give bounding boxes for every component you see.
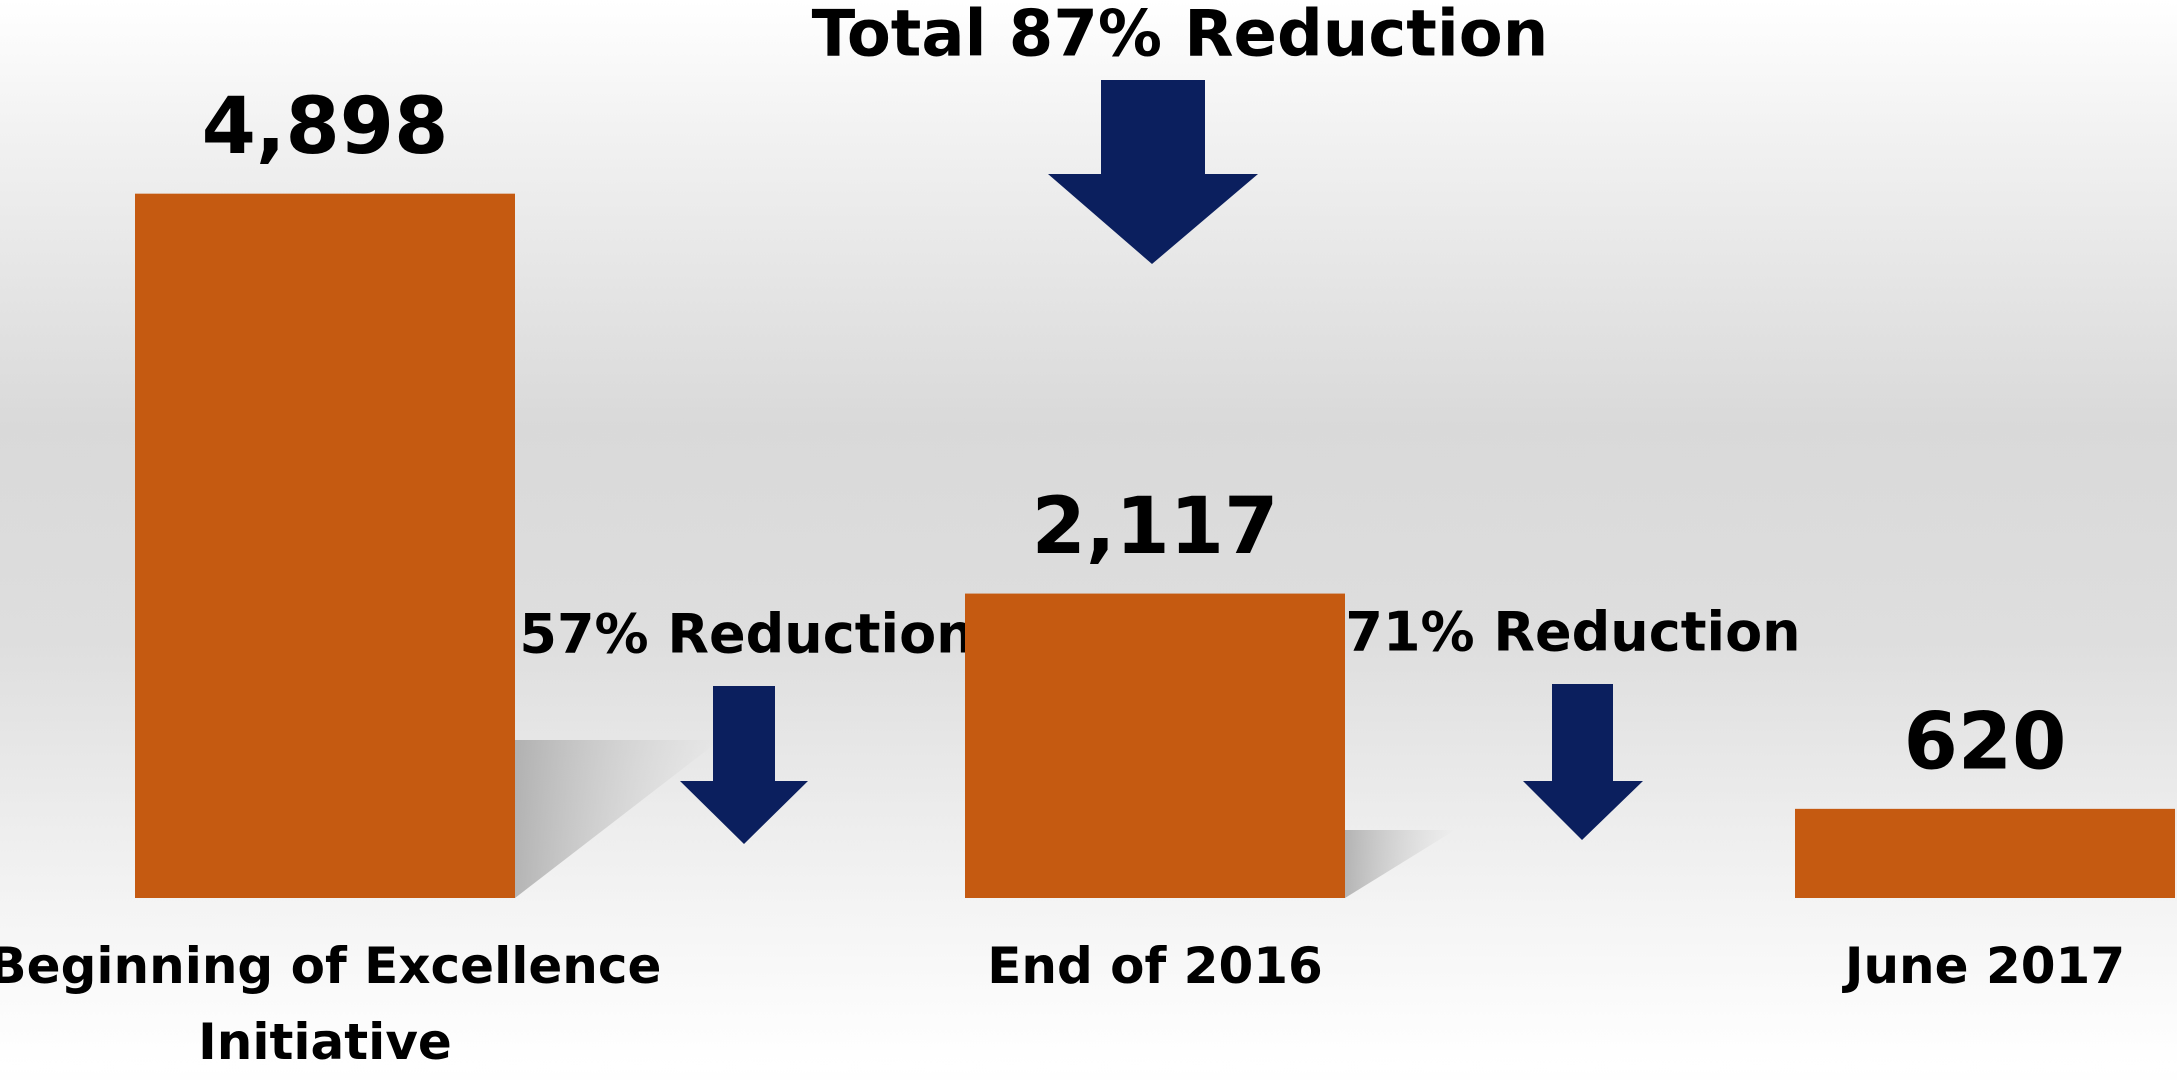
- category-label: Beginning of Excellence Initiative: [0, 937, 662, 1071]
- value-label: 620: [1904, 697, 2067, 787]
- bar: [1795, 808, 2175, 898]
- category-label: End of 2016: [987, 937, 1323, 995]
- arrow: [1523, 684, 1643, 840]
- arrow: [680, 686, 808, 844]
- category-label: June 2017: [1844, 937, 2126, 995]
- bar-shadow: [515, 740, 720, 898]
- bar: [965, 593, 1345, 898]
- bar: [135, 193, 515, 898]
- annotation: 71% Reduction: [1345, 601, 1800, 664]
- value-label: 4,898: [202, 82, 449, 172]
- bar-shadow: [1345, 830, 1455, 898]
- annotation: 57% Reduction: [519, 603, 974, 666]
- chart-title: Total 87% Reduction: [812, 0, 1549, 72]
- value-label: 2,117: [1032, 482, 1279, 572]
- arrow: [1048, 80, 1258, 264]
